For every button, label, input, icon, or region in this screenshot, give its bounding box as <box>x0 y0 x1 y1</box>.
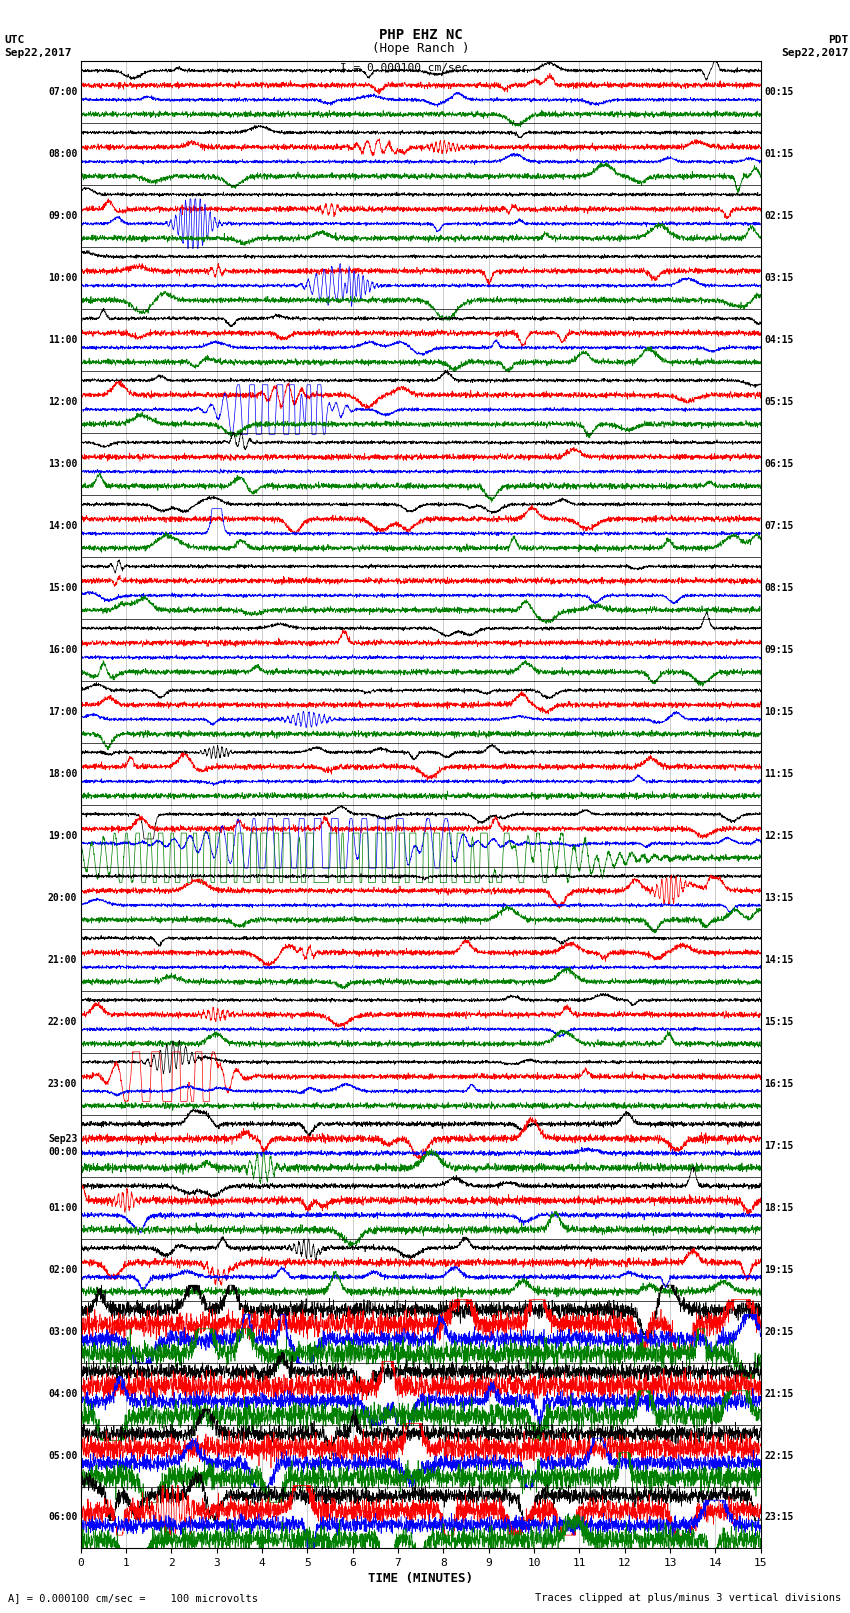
Text: 12:00: 12:00 <box>48 397 77 406</box>
Text: 02:15: 02:15 <box>764 211 794 221</box>
Text: 14:00: 14:00 <box>48 521 77 531</box>
Text: Sep22,2017: Sep22,2017 <box>4 48 71 58</box>
Text: 23:00: 23:00 <box>48 1079 77 1089</box>
Text: 10:00: 10:00 <box>48 273 77 284</box>
Text: 13:00: 13:00 <box>48 460 77 469</box>
Text: Sep23: Sep23 <box>48 1134 77 1144</box>
Text: 14:15: 14:15 <box>764 955 794 965</box>
Text: 18:00: 18:00 <box>48 769 77 779</box>
Text: 17:15: 17:15 <box>764 1140 794 1150</box>
Text: 18:15: 18:15 <box>764 1203 794 1213</box>
Text: 09:15: 09:15 <box>764 645 794 655</box>
Text: (Hope Ranch ): (Hope Ranch ) <box>372 42 469 55</box>
Text: 06:15: 06:15 <box>764 460 794 469</box>
Text: 22:00: 22:00 <box>48 1016 77 1027</box>
Text: 17:00: 17:00 <box>48 706 77 716</box>
Text: 07:00: 07:00 <box>48 87 77 97</box>
Text: Traces clipped at plus/minus 3 vertical divisions: Traces clipped at plus/minus 3 vertical … <box>536 1594 842 1603</box>
Text: PDT: PDT <box>828 35 848 45</box>
Text: A] = 0.000100 cm/sec =    100 microvolts: A] = 0.000100 cm/sec = 100 microvolts <box>8 1594 258 1603</box>
Text: Sep22,2017: Sep22,2017 <box>781 48 848 58</box>
Text: 16:15: 16:15 <box>764 1079 794 1089</box>
Text: 11:15: 11:15 <box>764 769 794 779</box>
Text: 03:15: 03:15 <box>764 273 794 284</box>
Text: 20:15: 20:15 <box>764 1326 794 1337</box>
Text: 01:00: 01:00 <box>48 1203 77 1213</box>
Text: 00:15: 00:15 <box>764 87 794 97</box>
Text: 21:15: 21:15 <box>764 1389 794 1398</box>
Text: 10:15: 10:15 <box>764 706 794 716</box>
Text: 16:00: 16:00 <box>48 645 77 655</box>
Text: UTC: UTC <box>4 35 25 45</box>
X-axis label: TIME (MINUTES): TIME (MINUTES) <box>368 1573 473 1586</box>
Text: 04:00: 04:00 <box>48 1389 77 1398</box>
Text: 20:00: 20:00 <box>48 894 77 903</box>
Text: 01:15: 01:15 <box>764 150 794 160</box>
Text: 09:00: 09:00 <box>48 211 77 221</box>
Text: 08:00: 08:00 <box>48 150 77 160</box>
Text: 00:00: 00:00 <box>48 1147 77 1157</box>
Text: 07:15: 07:15 <box>764 521 794 531</box>
Text: 11:00: 11:00 <box>48 336 77 345</box>
Text: 05:00: 05:00 <box>48 1450 77 1460</box>
Text: 04:15: 04:15 <box>764 336 794 345</box>
Text: 19:00: 19:00 <box>48 831 77 840</box>
Text: 03:00: 03:00 <box>48 1326 77 1337</box>
Text: 05:15: 05:15 <box>764 397 794 406</box>
Text: 06:00: 06:00 <box>48 1513 77 1523</box>
Text: I = 0.000100 cm/sec: I = 0.000100 cm/sec <box>340 63 468 73</box>
Text: 15:00: 15:00 <box>48 582 77 594</box>
Text: PHP EHZ NC: PHP EHZ NC <box>379 27 462 42</box>
Text: 19:15: 19:15 <box>764 1265 794 1274</box>
Text: 15:15: 15:15 <box>764 1016 794 1027</box>
Text: 12:15: 12:15 <box>764 831 794 840</box>
Text: 21:00: 21:00 <box>48 955 77 965</box>
Text: 23:15: 23:15 <box>764 1513 794 1523</box>
Text: 02:00: 02:00 <box>48 1265 77 1274</box>
Text: 22:15: 22:15 <box>764 1450 794 1460</box>
Text: 13:15: 13:15 <box>764 894 794 903</box>
Text: 08:15: 08:15 <box>764 582 794 594</box>
